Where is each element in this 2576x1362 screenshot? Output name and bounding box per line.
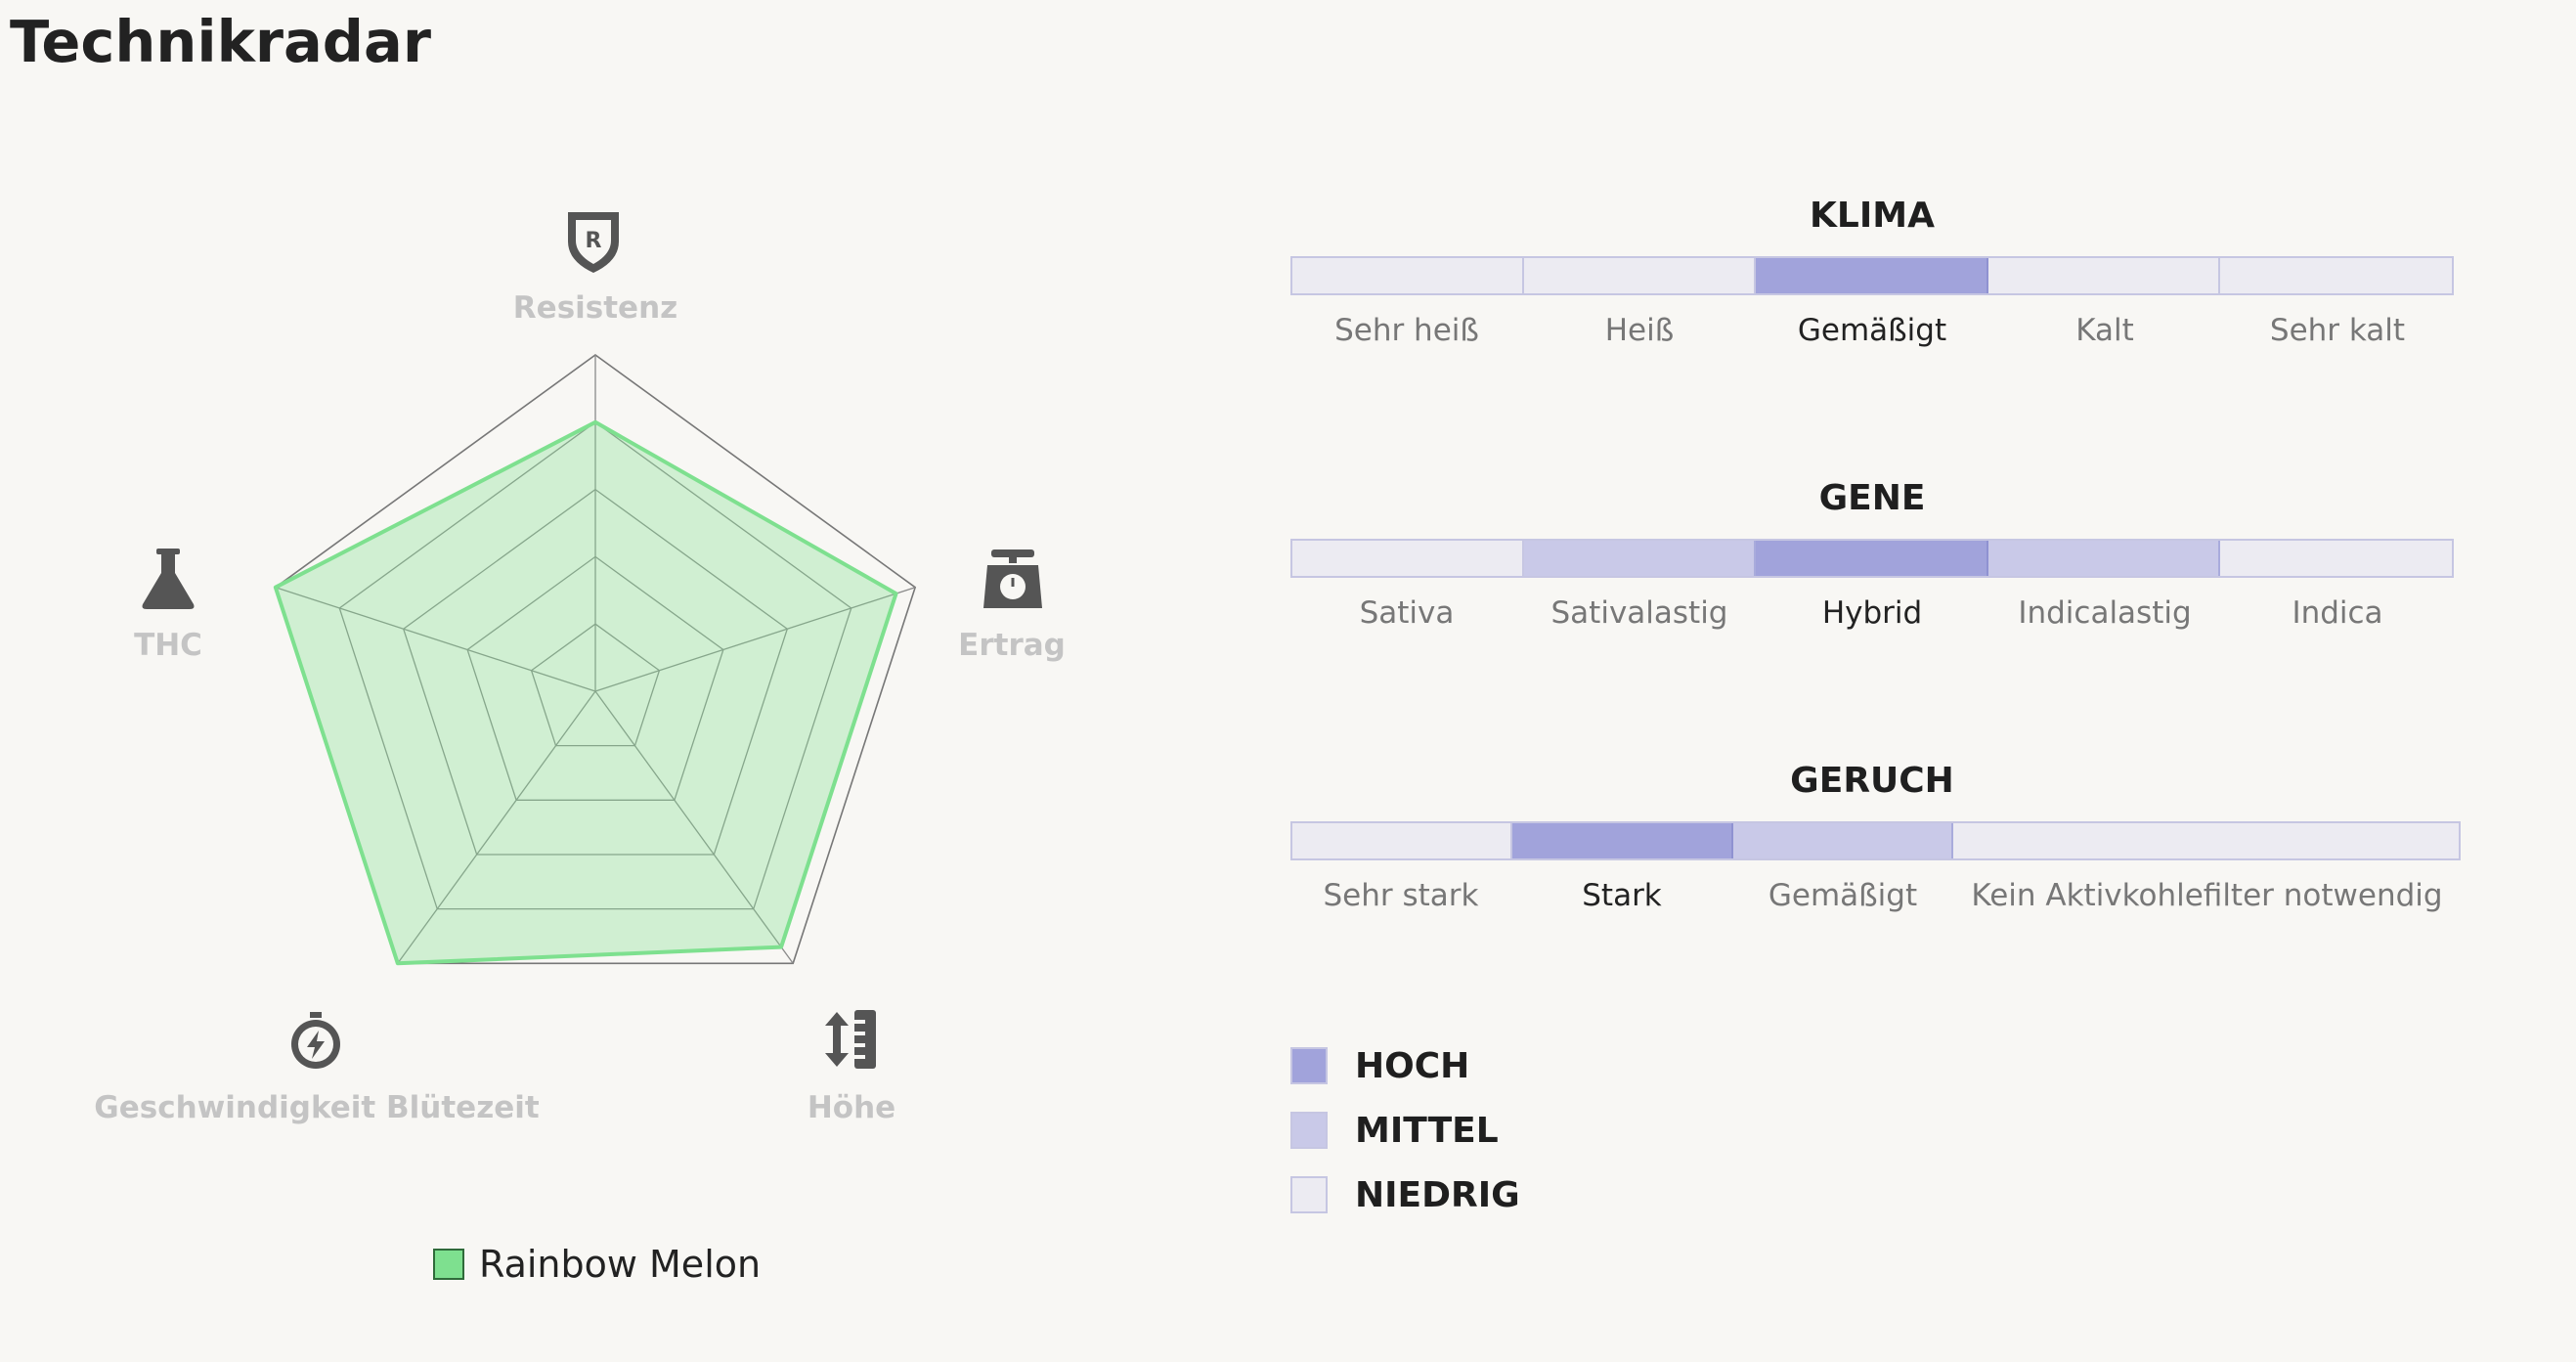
flask-icon bbox=[142, 549, 195, 609]
level-niedrig-swatch bbox=[1290, 1176, 1328, 1213]
radar-spoke bbox=[275, 587, 596, 692]
radar-spoke bbox=[594, 690, 794, 964]
klima-labels: Sehr heiß Heiß Gemäßigt Kalt Sehr kalt bbox=[1290, 313, 2454, 348]
radar-grid bbox=[274, 354, 917, 965]
scale-icon bbox=[983, 549, 1042, 608]
scale-segment-niedrig bbox=[1524, 258, 1757, 293]
radar-ring bbox=[466, 555, 724, 801]
scale-segment-niedrig bbox=[1952, 823, 2459, 858]
scale-label: Gemäßigt bbox=[1797, 313, 1947, 348]
radar-axis-labels: Resistenz Ertrag Höhe Geschwindigkeit Blüte… bbox=[94, 290, 1066, 1125]
level-niedrig-label: NIEDRIG bbox=[1355, 1174, 1520, 1215]
stopwatch-icon bbox=[291, 1012, 340, 1069]
radar-series-layer bbox=[273, 419, 898, 966]
scale-segment-mittel bbox=[1524, 541, 1757, 576]
level-hoch-swatch bbox=[1290, 1047, 1328, 1084]
legend-label[interactable]: Rainbow Melon bbox=[479, 1243, 761, 1286]
radar-ring bbox=[530, 623, 661, 747]
scale-segment-hoch bbox=[1756, 258, 1988, 293]
radar-spoke bbox=[397, 690, 596, 964]
scale-segment-hoch bbox=[1512, 823, 1733, 858]
shield-r-icon: R bbox=[568, 212, 619, 273]
scale-label: Sativalastig bbox=[1550, 595, 1728, 631]
legend-swatch[interactable] bbox=[433, 1249, 464, 1280]
level-hoch: HOCH bbox=[1290, 1045, 1520, 1086]
level-mittel-label: MITTEL bbox=[1355, 1110, 1499, 1151]
radar-axis-label: THC bbox=[134, 628, 202, 663]
scale-segment-mittel bbox=[1732, 823, 1953, 858]
scale-label: Indicalastig bbox=[2018, 595, 2192, 631]
geruch-title: GERUCH bbox=[1790, 761, 1954, 801]
scale-label: Indica bbox=[2292, 595, 2383, 631]
radar-series-area bbox=[273, 419, 898, 966]
level-mittel: MITTEL bbox=[1290, 1110, 1520, 1151]
svg-text:R: R bbox=[586, 229, 602, 253]
level-legend: HOCH MITTEL NIEDRIG bbox=[1290, 1046, 1520, 1240]
geruch-labels: Sehr stark Stark Gemäßigt Kein Aktivkohlefi… bbox=[1290, 878, 2461, 913]
gene-title: GENE bbox=[1818, 478, 1926, 518]
shield-r-icon-inner bbox=[576, 220, 611, 264]
page-title: Technikradar bbox=[10, 8, 431, 75]
radar-axis-label: Resistenz bbox=[513, 290, 677, 326]
scale-label: Hybrid bbox=[1821, 595, 1923, 631]
scale-segment-hoch bbox=[1756, 541, 1988, 576]
scale-label: Sehr stark bbox=[1323, 878, 1479, 913]
level-niedrig: NIEDRIG bbox=[1290, 1174, 1520, 1215]
scale-label: Sativa bbox=[1359, 595, 1455, 631]
scale-label: Heiß bbox=[1604, 313, 1675, 348]
level-mittel-swatch bbox=[1290, 1112, 1328, 1149]
radar-ring bbox=[402, 488, 789, 856]
chart-legend[interactable]: Rainbow Melon bbox=[433, 1243, 761, 1286]
scale-segment-niedrig bbox=[1292, 541, 1525, 576]
klima-bar bbox=[1290, 256, 2454, 295]
radar-ring bbox=[338, 420, 852, 910]
scale-label: Sehr heiß bbox=[1334, 313, 1479, 348]
radar-axis-icons: R bbox=[142, 212, 1042, 1069]
radar-ring bbox=[274, 354, 917, 965]
scale-label: Kein Aktivkohlefilter notwendig bbox=[1971, 878, 2443, 913]
scale-label: Gemäßigt bbox=[1768, 878, 1918, 913]
scale-segment-niedrig bbox=[1987, 258, 2220, 293]
scale-segment-niedrig bbox=[2219, 541, 2452, 576]
scale-segment-niedrig bbox=[1292, 823, 1513, 858]
klima-title: KLIMA bbox=[1810, 196, 1935, 236]
radar-axis-label: Geschwindigkeit Blütezeit bbox=[94, 1090, 540, 1125]
gene-labels: Sativa Sativalastig Hybrid Indicalastig Indi… bbox=[1290, 595, 2454, 631]
scale-segment-mittel bbox=[1987, 541, 2220, 576]
ruler-height-icon bbox=[825, 1010, 876, 1069]
scale-label: Kalt bbox=[2075, 313, 2134, 348]
geruch-bar bbox=[1290, 821, 2461, 860]
level-hoch-label: HOCH bbox=[1355, 1045, 1470, 1086]
radar-chart: R Resistenz Ertrag Höhe Geschwindigkeit Blü… bbox=[94, 212, 1066, 1286]
radar-axis-label: Höhe bbox=[808, 1090, 895, 1125]
scale-segment-niedrig bbox=[1292, 258, 1525, 293]
scale-segment-niedrig bbox=[2219, 258, 2452, 293]
radar-spoke bbox=[594, 587, 916, 692]
radar-axis-label: Ertrag bbox=[958, 628, 1066, 663]
scale-label: Sehr kalt bbox=[2269, 313, 2406, 348]
scale-label: Stark bbox=[1582, 878, 1662, 913]
gene-bar bbox=[1290, 539, 2454, 578]
